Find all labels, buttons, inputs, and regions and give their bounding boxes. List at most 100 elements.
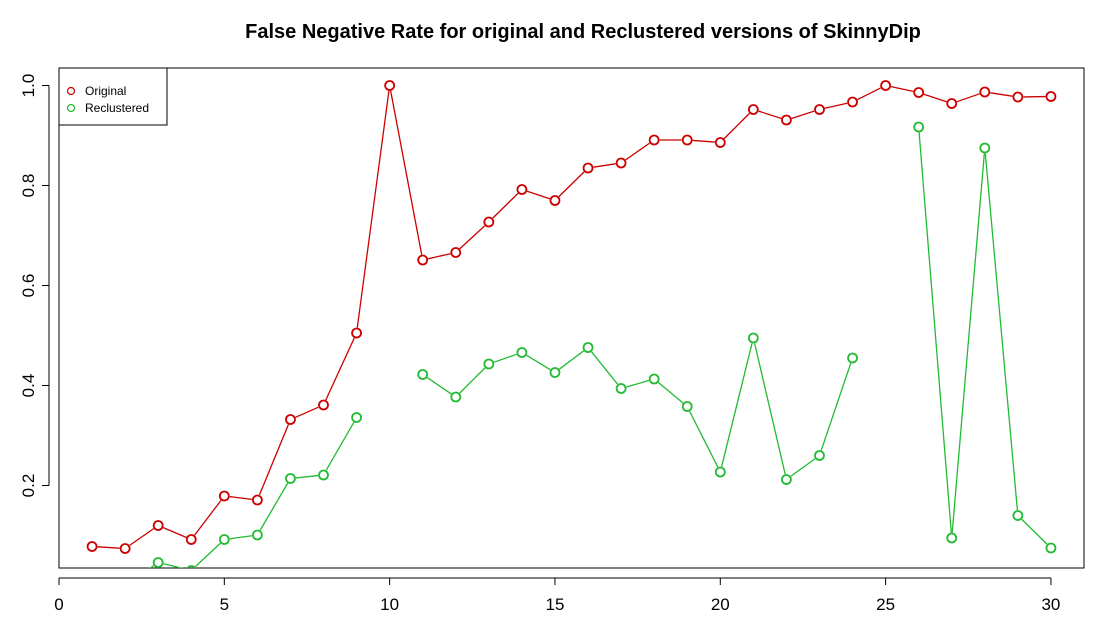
series-segment xyxy=(295,474,319,479)
data-point xyxy=(681,134,693,146)
legend-marker-original xyxy=(66,86,76,96)
series-segment xyxy=(295,406,319,418)
y-tick-label: 0.2 xyxy=(19,474,38,498)
series-segment xyxy=(951,153,985,533)
series-segment xyxy=(194,499,222,536)
series-segment xyxy=(97,546,120,549)
data-point xyxy=(450,391,462,403)
series-segment xyxy=(791,110,815,119)
data-point xyxy=(218,490,230,502)
data-point xyxy=(483,216,495,228)
plot-frame xyxy=(58,67,1085,569)
data-point xyxy=(450,247,462,258)
series-segment xyxy=(427,253,451,260)
data-point xyxy=(814,450,825,461)
x-tick-label: 5 xyxy=(220,595,229,614)
data-point xyxy=(1012,91,1024,103)
data-point xyxy=(582,162,594,174)
series-segment xyxy=(758,110,782,119)
series-reclustered xyxy=(88,121,1057,590)
series-segment xyxy=(590,351,619,385)
series-segment xyxy=(790,458,816,477)
series-segment xyxy=(720,343,753,467)
series-segment xyxy=(593,163,616,168)
data-point xyxy=(681,401,693,412)
data-point xyxy=(152,557,164,568)
data-point xyxy=(185,534,197,545)
data-point xyxy=(351,327,362,339)
data-point xyxy=(1045,91,1057,102)
data-point xyxy=(582,342,594,353)
data-point xyxy=(847,352,858,364)
data-point xyxy=(152,520,164,531)
data-point xyxy=(913,121,925,133)
data-point xyxy=(318,399,329,411)
series-segment xyxy=(723,112,750,140)
data-point xyxy=(516,347,528,358)
series-segment xyxy=(558,171,585,198)
y-tick-label: 1.0 xyxy=(19,74,38,98)
x-tick-label: 20 xyxy=(711,595,730,614)
data-point xyxy=(648,134,660,146)
series-segment xyxy=(753,343,786,475)
data-point xyxy=(615,383,627,394)
data-point xyxy=(979,142,991,154)
data-point xyxy=(417,369,429,380)
series-segment xyxy=(163,527,187,538)
y-tick-label: 0.4 xyxy=(19,374,38,398)
legend: Original Reclustered xyxy=(58,67,168,126)
series-segment xyxy=(229,496,253,500)
legend-box xyxy=(58,67,168,126)
series-segment xyxy=(820,362,852,451)
data-point xyxy=(88,581,97,590)
data-point xyxy=(814,104,825,115)
series-segment xyxy=(956,93,980,103)
data-point xyxy=(781,474,792,485)
series-segment xyxy=(857,87,881,101)
series-segment xyxy=(325,421,355,471)
series-segment xyxy=(918,132,952,533)
data-point xyxy=(251,529,263,541)
series-layer xyxy=(86,80,1057,590)
data-point xyxy=(549,195,561,206)
data-point xyxy=(714,466,726,478)
x-tick-label: 25 xyxy=(876,595,895,614)
series-segment xyxy=(558,350,585,370)
series-segment xyxy=(990,92,1013,97)
series-segment xyxy=(229,535,253,540)
data-point xyxy=(880,80,892,91)
legend-label-reclustered: Reclustered xyxy=(85,101,149,115)
data-point xyxy=(714,137,726,148)
series-segment xyxy=(984,153,1019,511)
legend-marker-reclustered xyxy=(66,103,76,113)
axes: 0 5 10 15 20 25 30 0.2 0.4 0.6 0.8 1.0 xyxy=(19,74,1060,614)
data-point xyxy=(549,367,561,378)
series-segment xyxy=(129,528,155,546)
series-segment xyxy=(890,86,914,92)
data-point xyxy=(318,469,329,481)
data-point xyxy=(384,80,396,91)
data-point xyxy=(251,494,263,506)
series-segment xyxy=(390,90,423,255)
series-segment xyxy=(258,424,289,496)
data-point xyxy=(781,114,792,126)
data-point xyxy=(615,157,627,169)
data-point xyxy=(218,534,230,545)
series-segment xyxy=(259,482,289,531)
y-tick-label: 0.6 xyxy=(19,274,38,298)
series-segment xyxy=(459,367,486,394)
series-segment xyxy=(426,377,452,395)
series-segment xyxy=(526,354,551,371)
data-point xyxy=(186,565,197,568)
data-point xyxy=(747,104,759,115)
x-tick-label: 10 xyxy=(380,595,399,614)
data-point xyxy=(913,87,925,98)
data-point xyxy=(648,373,660,385)
series-segment xyxy=(657,382,684,404)
series-segment xyxy=(626,379,650,388)
series-segment xyxy=(492,192,519,219)
series-segment xyxy=(194,542,221,568)
y-tick-label: 0.8 xyxy=(19,174,38,198)
data-point xyxy=(847,96,858,108)
